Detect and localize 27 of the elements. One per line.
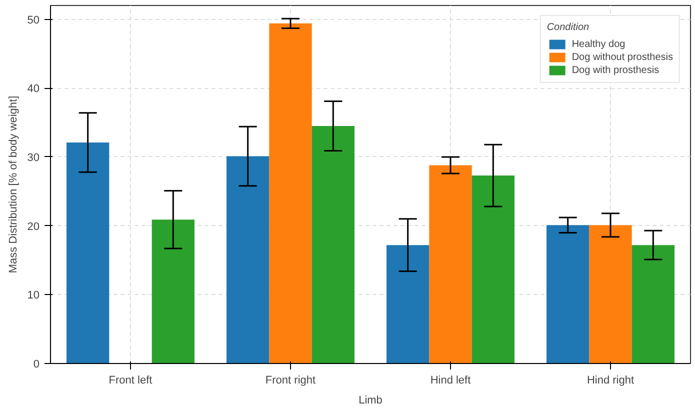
bar [226,156,270,364]
y-axis-title: Mass Distribution [% of body weight] [7,96,20,274]
legend-label: Dog without prosthesis [572,51,673,63]
y-tick-label: 50 [27,14,40,26]
x-tick-label: Hind right [586,374,634,386]
y-tick-label: 10 [27,290,40,302]
bar [589,225,632,364]
bar [66,142,110,364]
bar [312,126,354,364]
legend-label: Dog with prosthesis [572,64,660,76]
bar [269,23,312,364]
bar [152,220,194,364]
bar [386,245,430,364]
legend-title: Condition [546,22,590,33]
bar [546,225,590,364]
y-tick-label: 20 [27,220,40,233]
x-tick-label: Front left [108,374,152,386]
y-tick-label: 30 [27,152,40,164]
legend-label: Healthy dog [572,38,626,50]
x-tick-label: Front right [265,374,316,386]
bar [632,245,674,364]
x-tick-label: Hind left [430,374,471,386]
y-tick-label: 0 [33,358,40,370]
bar [429,165,472,364]
bar [472,176,514,364]
y-tick-label: 40 [27,83,40,96]
x-axis-title: Limb [358,394,382,406]
